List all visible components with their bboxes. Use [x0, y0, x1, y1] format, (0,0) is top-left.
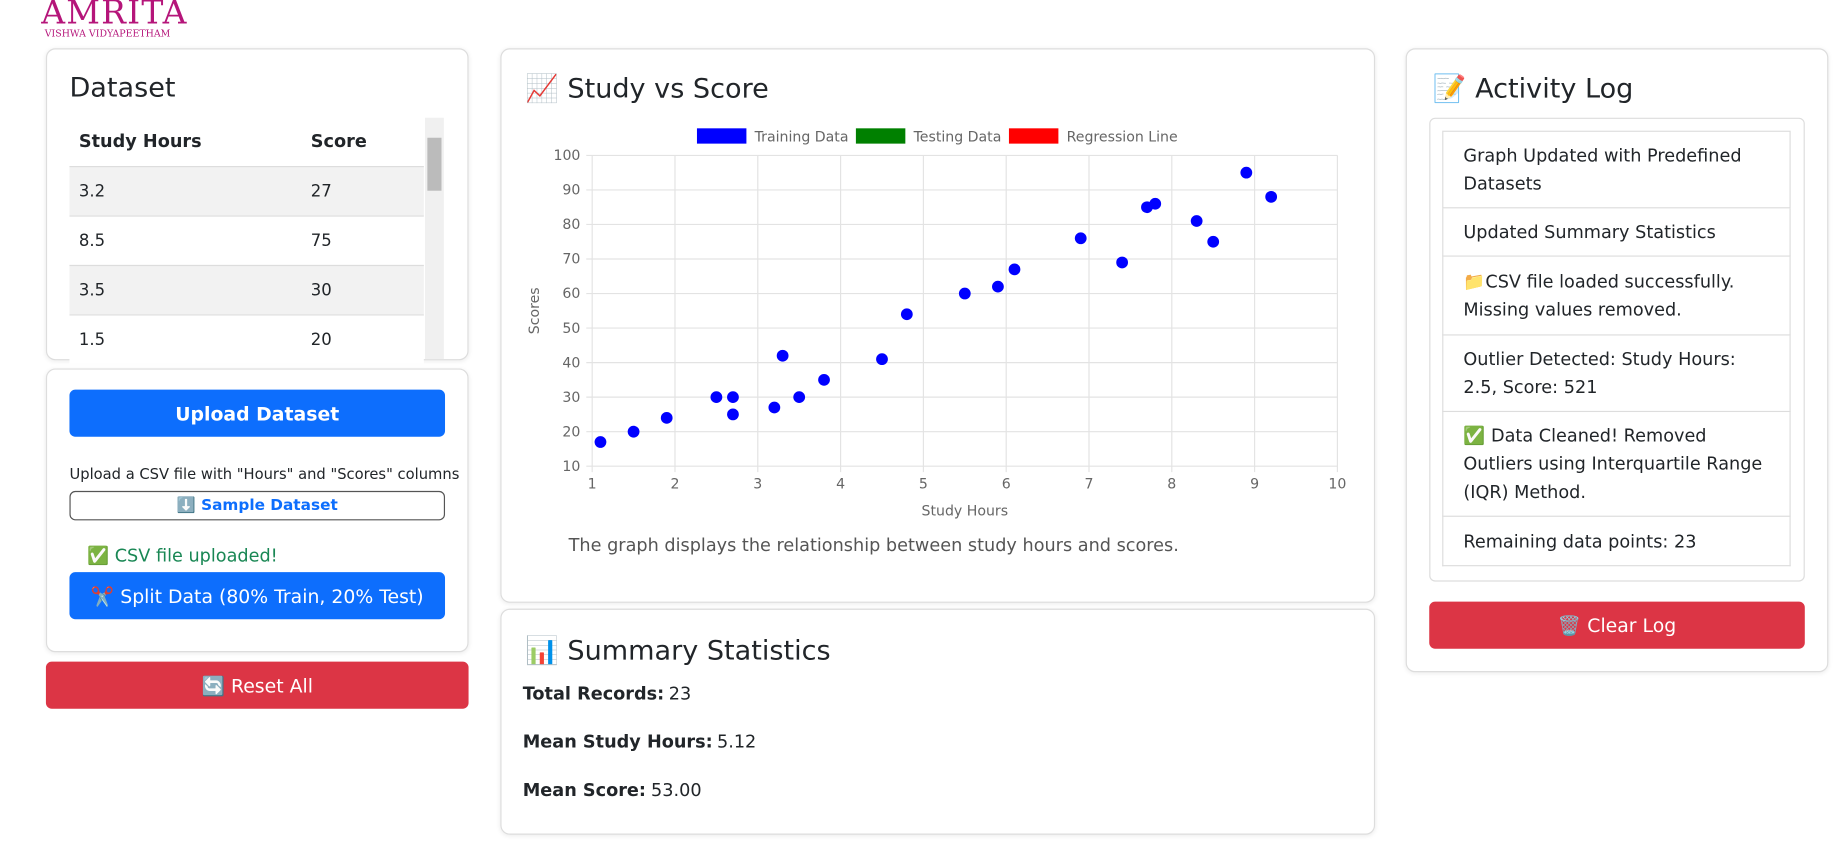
x-tick-label: 5	[919, 477, 928, 493]
log-entry: Updated Summary Statistics	[1442, 208, 1791, 257]
table-row: 1.5 20	[69, 314, 424, 364]
stat-label: Mean Study Hours:	[522, 731, 713, 753]
legend-label: Regression Line	[1067, 129, 1178, 145]
table-row: 3.5 30	[69, 264, 424, 315]
summary-title: 📊 Summary Statistics	[525, 635, 831, 667]
reset-button[interactable]: 🔄 Reset All	[45, 661, 469, 709]
y-tick-label: 90	[562, 183, 580, 199]
y-tick-label: 100	[553, 148, 580, 164]
x-tick-label: 8	[1167, 477, 1176, 493]
y-tick-label: 50	[562, 321, 580, 337]
split-button[interactable]: ✂️ Split Data (80% Train, 20% Test)	[69, 572, 446, 620]
dataset-title: Dataset	[69, 72, 176, 104]
point	[958, 287, 971, 300]
stat-label: Total Records:	[522, 682, 665, 705]
upload-hint: Upload a CSV file with "Hours" and "Scor…	[69, 465, 460, 483]
point	[594, 436, 607, 448]
point	[710, 391, 723, 404]
table-cell: 1.5	[78, 330, 106, 350]
stat-value: 23	[668, 682, 692, 705]
clear-log-button[interactable]: 🗑️ Clear Log	[1429, 601, 1805, 649]
x-tick-label: 3	[753, 477, 762, 493]
legend-label: Testing Data	[913, 129, 1002, 145]
logo: AMRITA	[41, 0, 188, 32]
y-tick-label: 60	[562, 286, 580, 302]
table-cell: 20	[310, 330, 332, 350]
point	[1265, 190, 1278, 203]
point	[1207, 235, 1220, 248]
legend-swatch	[696, 128, 747, 144]
table-row: 3.2 27	[69, 165, 424, 216]
point	[776, 349, 789, 362]
x-tick-label: 9	[1250, 477, 1259, 493]
chart-card	[500, 48, 1376, 603]
table-cell: 75	[310, 231, 332, 251]
log-entry: ✅ Data Cleaned! Removed Outliers using I…	[1442, 412, 1791, 517]
stat-value: 53.00	[651, 779, 702, 801]
table-cell: 3.2	[78, 181, 106, 201]
point	[992, 280, 1004, 293]
point	[627, 425, 640, 438]
y-axis-label: Scores	[527, 287, 543, 334]
log-entry: Outlier Detected: Study Hours: 2.5, Scor…	[1442, 335, 1791, 413]
table-cell: 30	[310, 280, 332, 300]
point	[876, 353, 888, 366]
legend-swatch	[855, 128, 906, 144]
y-tick-label: 70	[562, 252, 580, 268]
y-tick-label: 30	[562, 390, 580, 406]
x-tick-label: 10	[1328, 477, 1346, 493]
summary-card	[500, 608, 1376, 835]
y-tick-label: 10	[562, 459, 580, 475]
stat-value: 5.12	[716, 731, 757, 753]
log-entry: 📁CSV file loaded successfully. Missing v…	[1442, 256, 1791, 336]
y-tick-label: 20	[562, 424, 580, 440]
scroll-thumb[interactable]	[427, 137, 442, 191]
sample-button[interactable]: ⬇️ Sample Dataset	[69, 490, 446, 521]
upload-status: ✅ CSV file uploaded!	[87, 545, 278, 567]
y-tick-label: 40	[562, 355, 580, 371]
point	[818, 373, 830, 386]
log-entry: Remaining data points: 23	[1442, 516, 1791, 567]
x-tick-label: 7	[1085, 477, 1094, 493]
point	[1074, 232, 1087, 245]
chart-caption: The graph displays the relationship betw…	[568, 534, 1179, 556]
log-entry: Graph Updated with Predefined Datasets	[1442, 130, 1791, 209]
column-header: Score	[310, 130, 367, 152]
upload-button[interactable]: Upload Dataset	[69, 389, 446, 437]
chart-title: 📈 Study vs Score	[525, 74, 769, 105]
log-box	[1429, 117, 1805, 582]
x-tick-label: 4	[836, 477, 845, 493]
legend-swatch	[1008, 128, 1059, 144]
point	[1240, 166, 1253, 179]
table-cell: 3.5	[78, 280, 106, 300]
point	[727, 391, 739, 404]
table-cell: 8.5	[78, 231, 106, 251]
stat-label: Mean Score:	[522, 779, 646, 801]
point	[660, 411, 673, 424]
x-tick-label: 1	[588, 477, 597, 493]
point	[1149, 197, 1162, 210]
log-title: 📝 Activity Log	[1432, 74, 1634, 105]
point	[1190, 215, 1203, 227]
point	[727, 408, 739, 421]
logo-tagline: VISHWA VIDYAPEETHAM	[44, 28, 171, 39]
y-tick-label: 80	[562, 217, 580, 233]
point	[793, 391, 806, 404]
table-row: 8.5 75	[69, 215, 424, 265]
log-card	[1405, 48, 1829, 673]
point	[768, 401, 781, 414]
legend-label: Training Data	[754, 129, 849, 145]
column-header: Study Hours	[78, 130, 202, 152]
table-cell: 27	[310, 181, 332, 201]
x-axis-label: Study Hours	[922, 504, 1009, 520]
point	[1008, 263, 1021, 276]
point	[1116, 256, 1129, 269]
x-tick-label: 2	[670, 477, 679, 493]
x-tick-label: 6	[1002, 477, 1011, 493]
chart: 10 20 30 40 50 60 70 80 90 100 1 2 3 4 5 6 7 8 9 10 Study Ho…	[527, 128, 1346, 520]
scrollbar[interactable]	[425, 117, 444, 360]
point	[900, 308, 913, 321]
